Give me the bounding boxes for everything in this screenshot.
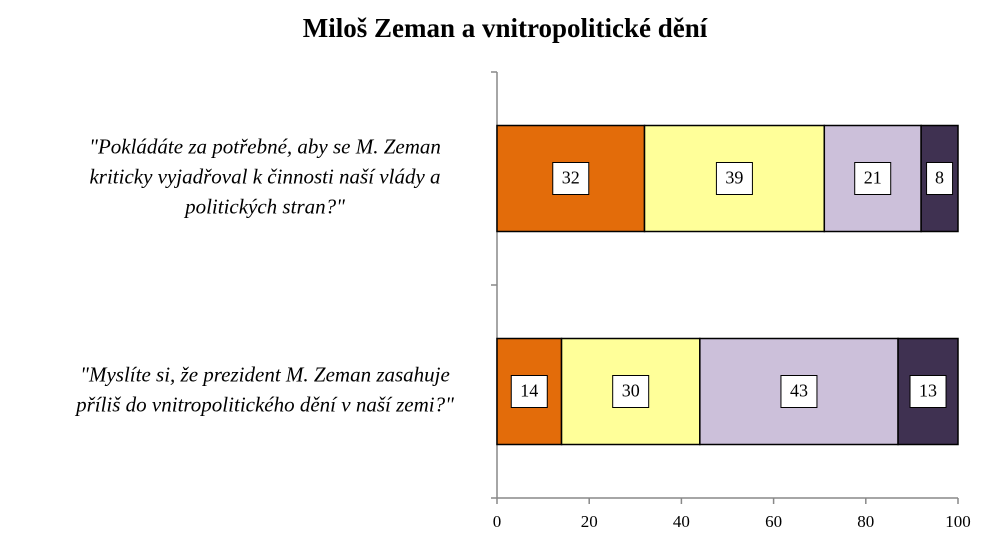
value-label-box <box>552 162 590 195</box>
value-label: 13 <box>919 381 937 401</box>
value-label-box <box>926 162 954 195</box>
category-label: "Pokládáte za potřebné, aby se M. Zeman <box>89 134 441 158</box>
value-label: 8 <box>935 168 944 188</box>
x-tick-label: 80 <box>857 512 874 531</box>
x-tick-label: 0 <box>493 512 502 531</box>
chart-title: Miloš Zeman a vnitropolitické dění <box>303 13 708 43</box>
category-label: politických stran?" <box>183 194 345 218</box>
value-label: 32 <box>562 168 580 188</box>
category-label: příliš do vnitropolitického dění v naší … <box>74 392 454 416</box>
category-label: "Myslíte si, že prezident M. Zeman zasah… <box>80 362 450 386</box>
value-label: 21 <box>864 168 882 188</box>
x-tick-label: 20 <box>581 512 598 531</box>
value-label: 14 <box>520 381 538 401</box>
value-label-box <box>715 162 753 195</box>
x-tick-label: 40 <box>673 512 690 531</box>
value-label: 43 <box>790 381 808 401</box>
category-label: kriticky vyjadřoval k činnosti naší vlád… <box>89 164 440 188</box>
value-label-box <box>510 375 548 408</box>
x-tick-label: 60 <box>765 512 782 531</box>
value-label-box <box>780 375 818 408</box>
x-tick-label: 100 <box>945 512 971 531</box>
value-label-box <box>612 375 650 408</box>
value-label-box <box>854 162 892 195</box>
value-label: 30 <box>622 381 640 401</box>
value-label-box <box>909 375 947 408</box>
value-label: 39 <box>725 168 743 188</box>
